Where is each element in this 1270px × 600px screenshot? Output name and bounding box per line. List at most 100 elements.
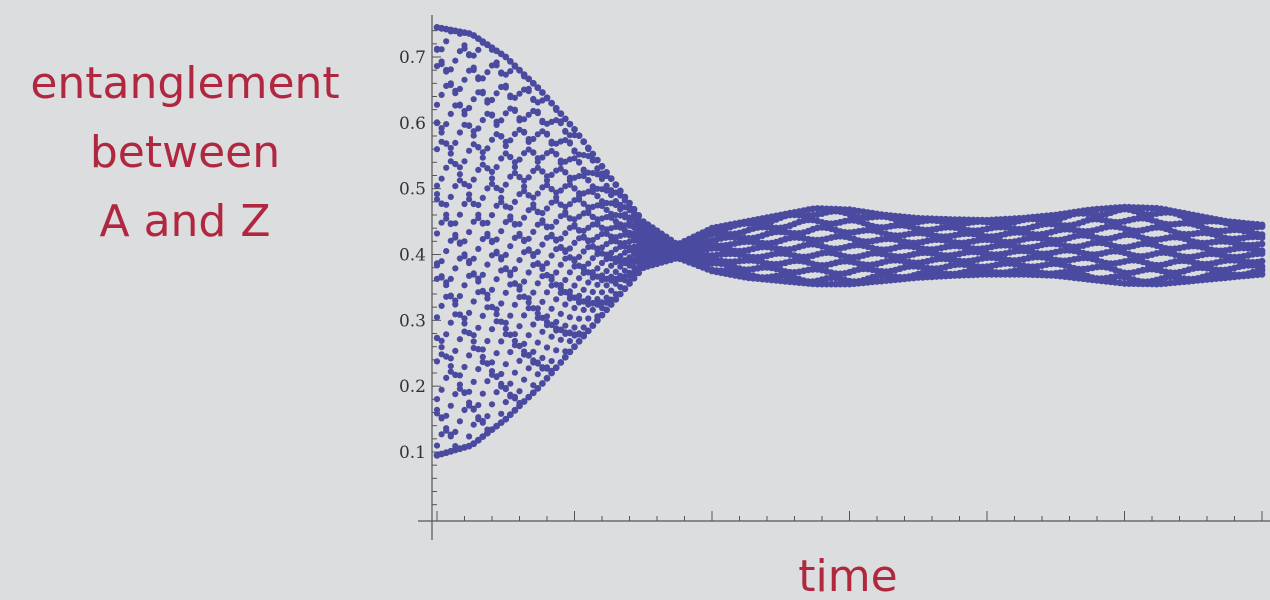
data-point — [543, 364, 551, 371]
data-point — [566, 314, 574, 321]
data-point — [607, 301, 615, 308]
data-point — [534, 164, 541, 171]
data-point — [576, 213, 583, 220]
data-point — [548, 282, 555, 289]
data-point — [608, 238, 615, 245]
data-point — [580, 210, 587, 217]
data-point — [456, 381, 463, 388]
data-point — [447, 402, 454, 409]
data-point — [534, 155, 541, 162]
data-point — [598, 244, 606, 251]
data-point — [484, 219, 491, 226]
data-point — [466, 433, 473, 440]
data-point — [475, 275, 482, 282]
data-point — [530, 348, 537, 355]
data-point — [584, 327, 592, 335]
data-point — [621, 211, 629, 218]
data-point — [566, 348, 574, 356]
data-point — [484, 69, 491, 76]
data-point — [484, 165, 491, 172]
data-point — [443, 211, 450, 218]
data-point — [507, 213, 514, 220]
data-point — [543, 182, 551, 189]
data-point — [470, 255, 477, 262]
data-point — [553, 318, 560, 326]
data-point — [575, 338, 583, 345]
data-point — [521, 312, 528, 319]
data-point — [607, 175, 615, 183]
data-point — [580, 263, 587, 270]
data-point — [594, 296, 601, 303]
data-point — [557, 243, 564, 251]
data-point — [621, 249, 629, 256]
data-point — [461, 107, 468, 115]
data-point — [461, 200, 468, 208]
data-point — [466, 147, 473, 154]
data-point — [553, 194, 560, 201]
data-point — [488, 303, 496, 310]
data-point — [1258, 240, 1266, 248]
data-point — [470, 64, 477, 71]
data-point — [603, 268, 610, 275]
data-point — [511, 169, 518, 177]
data-point — [502, 319, 509, 326]
data-point — [548, 186, 555, 193]
data-point — [470, 52, 477, 59]
data-point — [479, 433, 487, 440]
data-point — [548, 231, 555, 238]
data-point — [511, 337, 518, 345]
data-point — [456, 336, 463, 343]
data-point — [498, 410, 505, 417]
data-point — [553, 296, 560, 303]
data-point — [443, 374, 450, 381]
data-point — [566, 181, 574, 188]
data-point — [447, 193, 454, 200]
data-point — [443, 82, 450, 89]
data-point — [502, 265, 509, 272]
data-point — [617, 240, 624, 247]
data-point — [456, 129, 463, 136]
data-point — [452, 391, 459, 398]
data-point — [479, 154, 486, 161]
data-point — [479, 161, 486, 168]
data-point — [516, 402, 523, 410]
data-point — [598, 289, 606, 296]
data-point — [433, 358, 441, 365]
data-point — [589, 150, 597, 158]
data-point — [456, 101, 463, 108]
data-point — [493, 318, 500, 325]
data-point — [511, 220, 518, 228]
data-point — [507, 349, 514, 356]
data-point — [502, 415, 510, 423]
data-point — [475, 346, 482, 353]
data-point — [475, 46, 482, 54]
data-point — [525, 85, 532, 92]
data-point — [521, 348, 528, 355]
data-point — [488, 401, 496, 408]
data-point — [539, 117, 546, 124]
data-point — [543, 150, 551, 157]
data-point — [488, 62, 496, 69]
data-point — [580, 200, 587, 207]
data-point — [498, 187, 505, 194]
data-point — [534, 260, 541, 267]
data-point — [479, 390, 486, 397]
data-point — [493, 90, 500, 97]
data-point — [447, 220, 454, 227]
data-point — [479, 287, 486, 294]
data-point — [534, 248, 541, 255]
data-point — [530, 201, 537, 208]
data-point — [543, 260, 551, 267]
data-point — [571, 239, 578, 246]
data-point — [576, 190, 583, 197]
data-point — [530, 149, 537, 156]
data-point — [612, 280, 619, 287]
data-point — [461, 238, 468, 245]
data-point — [488, 368, 496, 375]
data-point — [502, 251, 509, 258]
data-point — [635, 225, 642, 232]
data-point — [598, 259, 606, 267]
data-point — [575, 132, 583, 140]
data-point — [571, 197, 578, 204]
